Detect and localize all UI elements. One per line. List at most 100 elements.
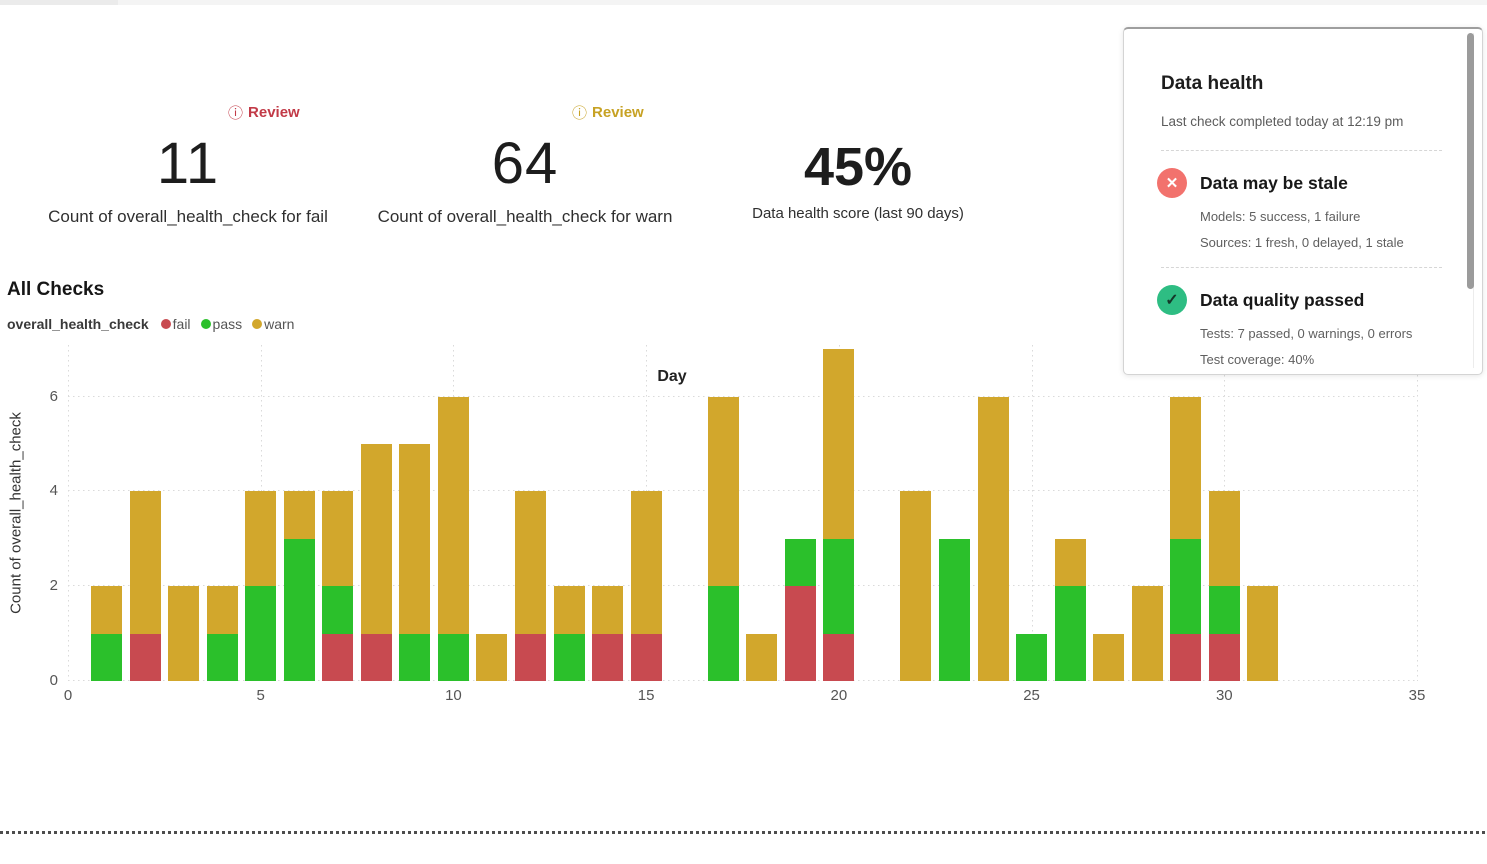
bar-segment-pass[interactable] <box>1016 633 1048 681</box>
bar-segment-warn[interactable] <box>900 491 932 681</box>
panel-section-quality: ✓ Data quality passed Tests: 7 passed, 0… <box>1157 285 1448 367</box>
gridline-horizontal <box>68 490 1417 492</box>
gridline-horizontal <box>68 585 1417 587</box>
bar-segment-warn[interactable] <box>245 491 277 587</box>
bar-segment-warn[interactable] <box>129 491 161 634</box>
x-tick-label: 25 <box>1023 687 1040 704</box>
kpi-fail-value: 11 <box>156 131 220 196</box>
divider <box>1161 150 1442 151</box>
gridline-horizontal <box>68 680 1417 681</box>
plot-area: 0 2 4 6 0 5 10 15 20 25 30 35 <box>50 345 1425 704</box>
bar-segment-warn[interactable] <box>360 444 392 634</box>
bar-segment-warn[interactable] <box>1247 586 1279 681</box>
bar-segment-pass[interactable] <box>245 586 277 681</box>
stale-title: Data may be stale <box>1200 173 1348 193</box>
y-tick-label: 6 <box>49 387 58 405</box>
bar-segment-pass[interactable] <box>206 633 238 681</box>
quality-title: Data quality passed <box>1200 290 1365 310</box>
bar-segment-pass[interactable] <box>823 538 855 634</box>
section-title: All Checks <box>7 279 105 300</box>
bar-segment-warn[interactable] <box>1170 396 1202 539</box>
panel-scrollbar[interactable] <box>1467 33 1474 289</box>
x-tick-label: 20 <box>830 687 848 704</box>
bar-segment-pass[interactable] <box>553 633 585 681</box>
stale-sources-line: Sources: 1 fresh, 0 delayed, 1 stale <box>1200 235 1404 250</box>
data-health-panel: Data health Last check completed today a… <box>1123 27 1483 375</box>
panel-section-body: Data quality passed Tests: 7 passed, 0 w… <box>1200 285 1412 367</box>
kpi-score-caption: Data health score (last 90 days) <box>752 205 964 222</box>
bar-segment-warn[interactable] <box>1131 586 1163 681</box>
bar-segment-pass[interactable] <box>784 538 816 587</box>
bar-segment-fail[interactable] <box>515 633 546 681</box>
gridline-vertical <box>1417 345 1418 681</box>
review-badge-label: Review <box>248 104 300 121</box>
review-badge-warn[interactable]: ⓘ Review <box>572 102 644 123</box>
x-axis-label: Day <box>657 368 687 385</box>
bar-segment-warn[interactable] <box>592 586 624 634</box>
bar-segment-fail[interactable] <box>1208 633 1240 681</box>
legend-label: warn <box>264 316 295 332</box>
warn-dot-icon <box>252 319 263 329</box>
bar-segment-pass[interactable] <box>322 586 354 634</box>
x-tick-label: 30 <box>1215 687 1233 704</box>
bar-segment-warn[interactable] <box>91 586 123 634</box>
top-strip-segment <box>0 0 118 5</box>
bar-segment-fail[interactable] <box>360 633 392 681</box>
bar-segment-fail[interactable] <box>823 633 855 681</box>
check-icon: ✓ <box>1157 285 1187 315</box>
bar-segment-warn[interactable] <box>630 491 662 634</box>
bar-segment-warn[interactable] <box>1093 633 1125 681</box>
pass-dot-icon <box>200 319 211 329</box>
x-tick-label: 10 <box>445 687 462 704</box>
review-badge-fail[interactable]: ⓘ Review <box>228 102 300 123</box>
bar-segment-pass[interactable] <box>1054 586 1086 681</box>
bar-segment-warn[interactable] <box>283 491 315 539</box>
divider <box>1161 267 1442 268</box>
bar-segment-warn[interactable] <box>977 396 1009 681</box>
bar-segment-fail[interactable] <box>322 633 354 681</box>
panel-title: Data health <box>1161 73 1264 94</box>
bar-segment-warn[interactable] <box>1054 538 1086 587</box>
bar-segment-warn[interactable] <box>437 396 469 634</box>
bar-segment-warn[interactable] <box>746 633 778 681</box>
bar-segment-fail[interactable] <box>784 586 816 681</box>
bar-segment-pass[interactable] <box>399 633 431 681</box>
bar-segment-pass[interactable] <box>91 633 123 681</box>
x-tick-label: 15 <box>637 687 655 704</box>
fail-dot-icon <box>160 319 171 329</box>
gridline-horizontal <box>68 395 1417 397</box>
bar-segment-fail[interactable] <box>1170 633 1202 681</box>
bar-segment-warn[interactable] <box>322 491 354 587</box>
bar-segment-pass[interactable] <box>437 633 469 681</box>
x-tick-label: 35 <box>1408 687 1426 704</box>
bar-segment-fail[interactable] <box>592 633 624 681</box>
legend-item-warn[interactable]: warn <box>252 316 294 332</box>
bar-segment-fail[interactable] <box>129 633 161 681</box>
bar-segment-warn[interactable] <box>823 349 855 539</box>
legend-item-fail[interactable]: fail <box>160 316 191 332</box>
bar-segment-warn[interactable] <box>206 586 238 634</box>
x-tick-label: 0 <box>63 687 73 704</box>
bar-segment-warn[interactable] <box>399 444 431 634</box>
bar-segment-pass[interactable] <box>938 538 970 681</box>
y-axis-label: Count of overall_health_check <box>7 412 25 614</box>
bar-segment-warn[interactable] <box>168 586 200 681</box>
legend-item-pass[interactable]: pass <box>200 316 242 332</box>
bar-segment-warn[interactable] <box>1208 491 1240 587</box>
bar-segment-warn[interactable] <box>553 586 585 634</box>
quality-tests-line: Tests: 7 passed, 0 warnings, 0 errors <box>1200 326 1413 341</box>
kpi-fail-caption: Count of overall_health_check for fail <box>48 207 328 226</box>
bar-segment-warn[interactable] <box>476 633 508 681</box>
bar-segment-pass[interactable] <box>1170 538 1202 634</box>
chart-legend: overall_health_check fail pass warn <box>7 316 304 332</box>
y-tick-label: 4 <box>49 482 58 500</box>
x-icon: ✕ <box>1157 168 1187 198</box>
bar-segment-pass[interactable] <box>283 538 315 681</box>
bar-segment-warn[interactable] <box>707 396 739 587</box>
bar-segment-warn[interactable] <box>515 491 546 634</box>
panel-section-stale: ✕ Data may be stale Models: 5 success, 1… <box>1157 168 1448 250</box>
bar-segment-fail[interactable] <box>630 633 662 681</box>
bar-segment-pass[interactable] <box>1208 586 1240 634</box>
bar-segment-pass[interactable] <box>707 586 739 681</box>
x-tick-label: 5 <box>256 687 265 704</box>
